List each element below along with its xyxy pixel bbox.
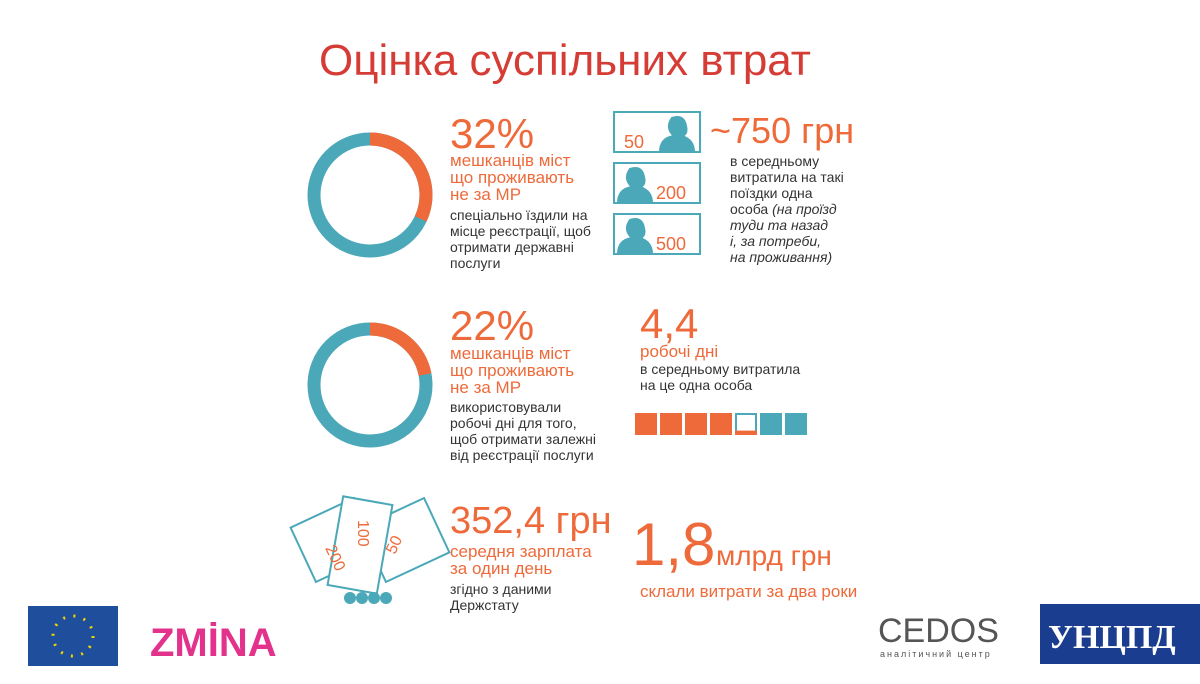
percent: 22% [450, 302, 534, 349]
line: не за МР [450, 378, 521, 397]
line: мешканців міст [450, 344, 571, 363]
line: мешканців міст [450, 151, 571, 170]
line: поїздки одна [730, 185, 813, 201]
line: щоб отримати залежні [450, 431, 596, 447]
money-icon [289, 495, 451, 604]
line: середня зарплата [450, 542, 592, 561]
note: на проживання) [730, 249, 832, 265]
line: в середньому витратила [640, 361, 800, 377]
day-box [785, 413, 807, 435]
note-value: 100 [354, 520, 371, 547]
note: (на проїзд [772, 201, 837, 217]
line: що проживають [450, 361, 574, 380]
description: використовували робочі дні для того, щоб… [450, 399, 596, 463]
banknotes [613, 111, 701, 255]
zmina-logo: ZMİNA [150, 621, 277, 665]
total-unit: млрд грн [716, 540, 832, 571]
day-box [660, 413, 682, 435]
percent: 32% [450, 110, 534, 157]
uncpd-logo: УНЦПД [1048, 619, 1176, 656]
note-value: 50 [383, 533, 406, 556]
line: особа (на проїзд [730, 201, 837, 217]
note: туди та назад [730, 217, 828, 233]
trip-cost: ~750 грн [710, 110, 854, 151]
donut-share [369, 322, 432, 376]
salary: 352,4 грн [450, 500, 612, 542]
title: Оцінка суспільних втрат [319, 36, 811, 85]
day-box [760, 413, 782, 435]
donut-share [369, 132, 433, 222]
note-value: 200 [656, 183, 686, 203]
cedos-sub: аналітичний центр [880, 649, 992, 659]
banknote-values: 50 200 500 [624, 132, 686, 254]
line: місце реєстрації, щоб [450, 223, 591, 239]
line: не за МР [450, 185, 521, 204]
total-description: склали витрати за два роки [640, 582, 857, 601]
line: Держстату [450, 597, 519, 613]
line: використовували [450, 399, 561, 415]
eu-flag [28, 606, 118, 666]
description: спеціально їздили на місце реєстрації, щ… [450, 207, 591, 271]
subtitle: мешканців міст що проживають не за МР [450, 344, 574, 397]
note-value: 500 [656, 234, 686, 254]
total: 1,8 [632, 511, 715, 578]
cedos-logo: CEDOS [878, 612, 999, 650]
day-box [710, 413, 732, 435]
word: особа [730, 201, 768, 217]
line: згідно з даними [450, 581, 551, 597]
day-box [635, 413, 657, 435]
line: спеціально їздили на [450, 207, 588, 223]
line: від реєстрації послуги [450, 447, 594, 463]
banknote-values: 100 200 50 [321, 520, 406, 574]
line: за один день [450, 559, 552, 578]
line: витратила на такі [730, 169, 844, 185]
subtitle: мешканців міст що проживають не за МР [450, 151, 574, 204]
day-box [685, 413, 707, 435]
line: робочі дні для того, [450, 415, 577, 431]
line: послуги [450, 255, 500, 271]
note-value: 50 [624, 132, 644, 152]
work-days: 4,4 [640, 300, 698, 347]
line: отримати державні [450, 239, 574, 255]
work-days-unit: робочі дні [640, 342, 718, 361]
line: на це одна особа [640, 377, 752, 393]
trip-description: в середньому витратила на такі поїздки о… [730, 153, 844, 265]
line: в середньому [730, 153, 819, 169]
day-box-partial [735, 430, 757, 435]
uncpd-box [1040, 604, 1200, 664]
line: що проживають [450, 168, 574, 187]
note: і, за потреби, [730, 233, 821, 249]
